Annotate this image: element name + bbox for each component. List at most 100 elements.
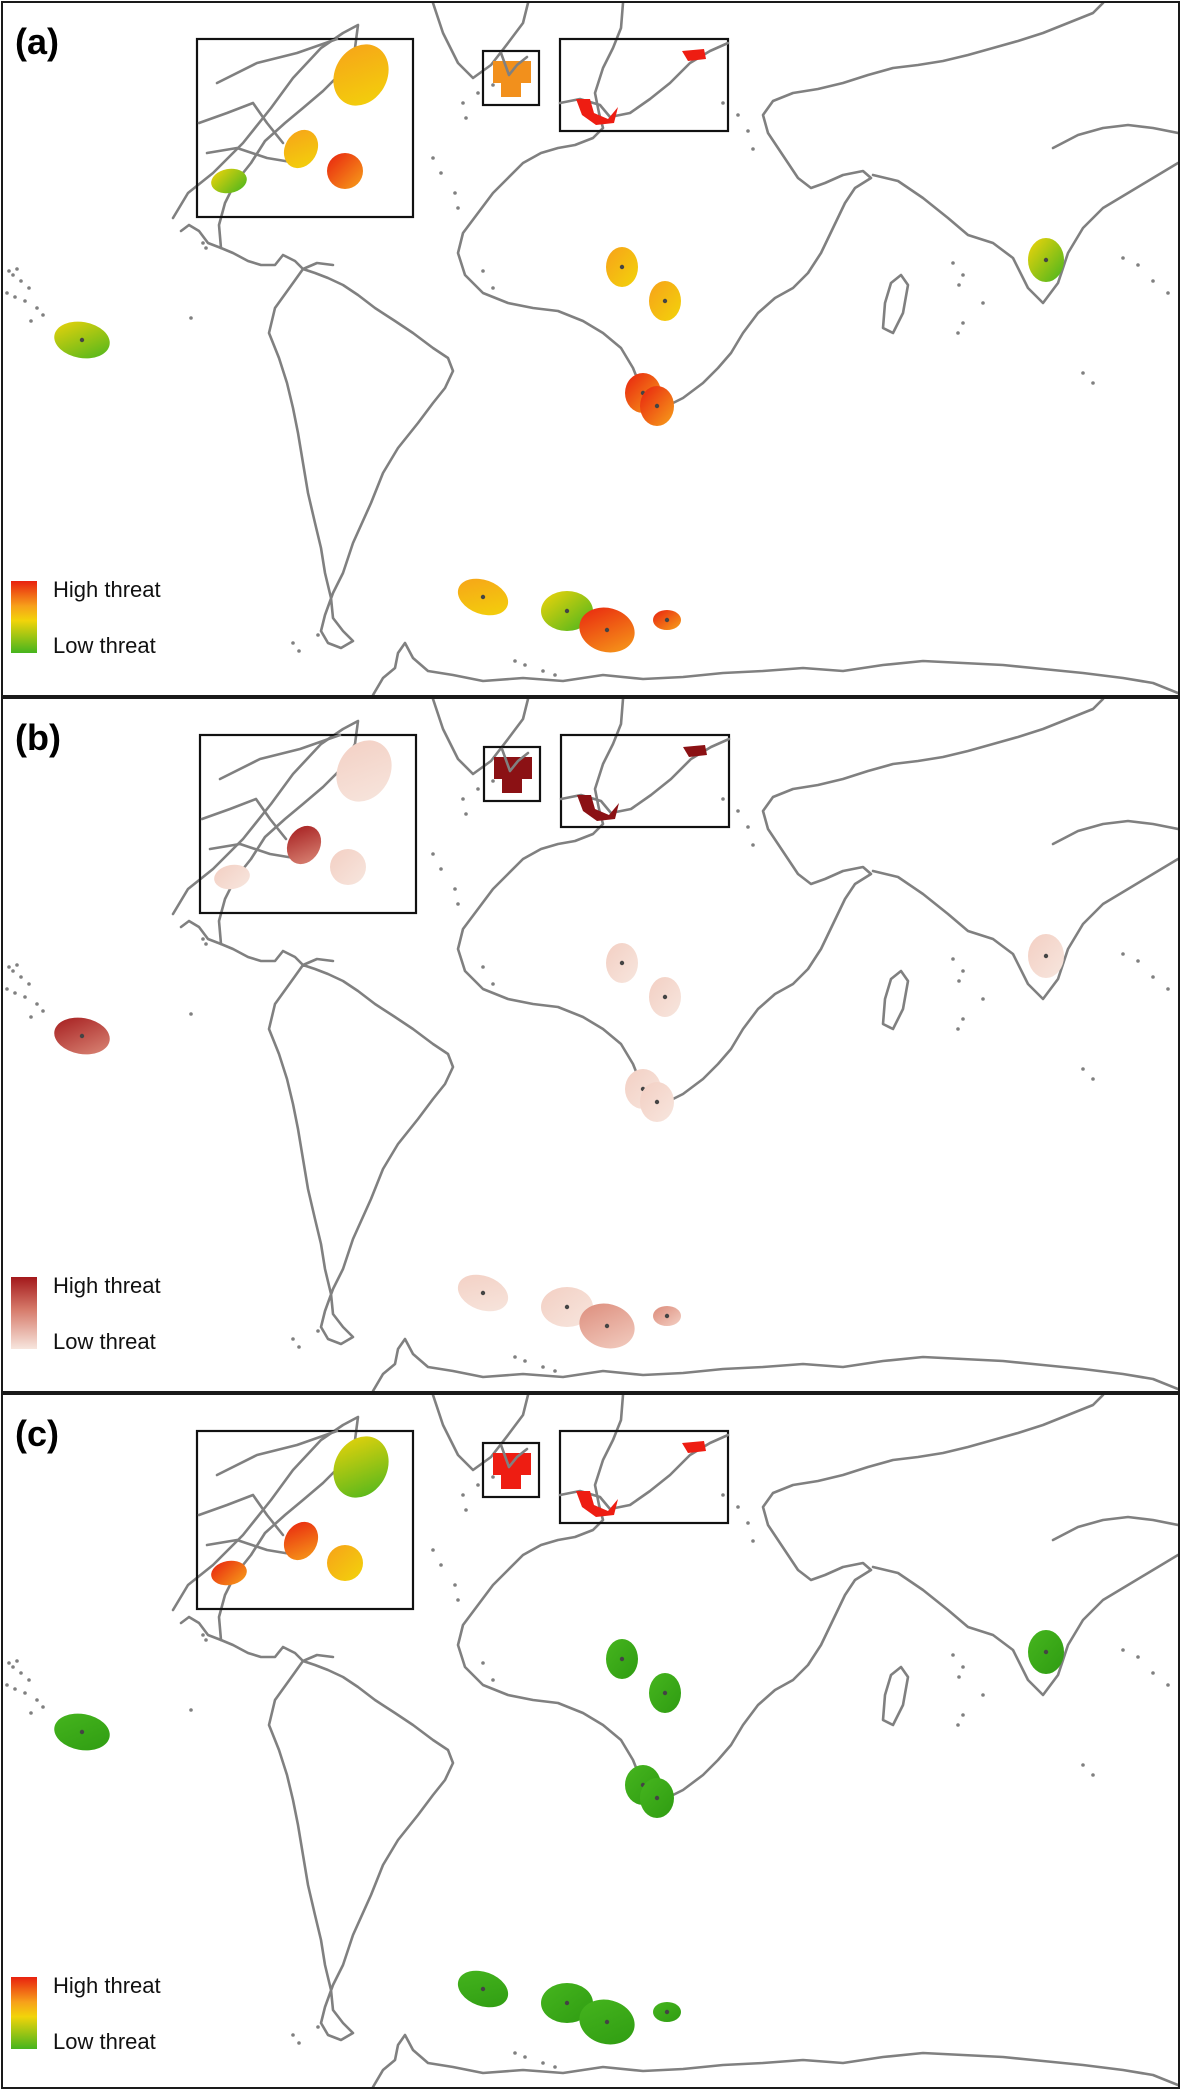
island-dot — [523, 663, 527, 667]
island-dot — [1121, 256, 1125, 260]
island-dot — [721, 101, 725, 105]
island-marker — [664, 2009, 670, 2015]
threat-area — [457, 1274, 509, 1312]
island-dot — [297, 2041, 301, 2045]
island-dot — [1081, 1067, 1085, 1071]
island-marker — [654, 1099, 660, 1105]
north-america-coast — [171, 1415, 360, 1642]
threat-area — [1028, 1630, 1064, 1674]
island-dot — [7, 1661, 11, 1665]
island-marker — [1043, 953, 1049, 959]
island-dot — [456, 1598, 460, 1602]
island-dot — [35, 1698, 39, 1702]
island-dot — [491, 779, 495, 783]
island-dot — [5, 1683, 9, 1687]
island-marker — [662, 1690, 668, 1696]
antarctica-coast — [371, 641, 1178, 695]
central-america-coast — [219, 246, 335, 271]
island-dot — [23, 299, 27, 303]
island-dot — [746, 129, 750, 133]
island-dot — [1121, 1648, 1125, 1652]
island-dot — [19, 1671, 23, 1675]
island-dot — [13, 991, 17, 995]
island-dot — [297, 649, 301, 653]
island-dot — [189, 316, 193, 320]
island-dot — [736, 809, 740, 813]
threat-area — [649, 1673, 681, 1713]
island-dot — [513, 659, 517, 663]
strait-area — [481, 1441, 541, 1499]
madagascar-coast — [881, 1665, 910, 1727]
inset-coastline — [197, 1429, 339, 1557]
strait-area — [482, 745, 542, 803]
island-dot — [439, 867, 443, 871]
strait-threat-area — [493, 61, 531, 97]
panel-label-a: (a) — [15, 21, 59, 62]
strait-threat-area — [494, 757, 532, 793]
mediterranean-threat-area — [576, 99, 618, 125]
island-dot — [481, 1661, 485, 1665]
threat-area — [640, 1778, 674, 1818]
island-dot — [981, 301, 985, 305]
legend-gradient-bar — [11, 581, 37, 653]
legend-high-label: High threat — [53, 1273, 161, 1298]
island-dot — [736, 1505, 740, 1509]
threat-area — [541, 591, 593, 631]
island-marker — [564, 1304, 570, 1310]
island-marker — [619, 960, 625, 966]
inset-threat-area — [283, 1521, 319, 1561]
coastline-group — [171, 699, 1178, 1391]
island-dot — [523, 1359, 527, 1363]
island-dot — [961, 969, 965, 973]
island-marker — [480, 1290, 486, 1296]
island-dot — [19, 279, 23, 283]
island-dot — [961, 273, 965, 277]
island-dot — [439, 1563, 443, 1567]
legend-low-label: Low threat — [53, 2029, 156, 2054]
island-dot — [491, 1475, 495, 1479]
island-dot — [23, 995, 27, 999]
island-dot — [461, 1493, 465, 1497]
inset-threat-area — [211, 1560, 247, 1586]
inset-threat-area — [214, 864, 250, 890]
strait-threat-area — [493, 1453, 531, 1489]
panel-c: (c) High threat Low threat — [1, 1393, 1180, 2089]
small-inset-frame — [481, 1441, 541, 1499]
inset-threat-area — [211, 168, 247, 194]
island-marker — [79, 1033, 85, 1039]
inset-coastline — [197, 37, 339, 165]
island-dot — [5, 987, 9, 991]
mediterranean-threat-area — [682, 49, 706, 61]
threat-area — [649, 281, 681, 321]
island-dot — [15, 1659, 19, 1663]
island-dot — [35, 1002, 39, 1006]
island-dot — [316, 2025, 320, 2029]
island-dot — [297, 1345, 301, 1349]
island-dot — [1091, 1077, 1095, 1081]
legend-low-label: Low threat — [53, 633, 156, 658]
panel-label-b: (b) — [15, 717, 61, 758]
island-marker — [1043, 257, 1049, 263]
threat-area — [653, 610, 681, 630]
madagascar-coast — [881, 273, 910, 335]
threat-area — [579, 607, 635, 653]
island-dot — [464, 812, 468, 816]
threat-areas — [54, 238, 1064, 653]
central-america-coast — [219, 1638, 335, 1663]
island-dot — [1166, 987, 1170, 991]
inset-coastline — [200, 733, 342, 861]
coastline-group — [171, 1395, 1178, 2087]
island-dot — [464, 116, 468, 120]
island-dot — [961, 1017, 965, 1021]
threat-area — [653, 1306, 681, 1326]
europe-africa-coast — [456, 699, 1105, 1111]
island-dot — [981, 997, 985, 1001]
threat-area — [457, 1970, 509, 2008]
inset-threat-area — [283, 129, 319, 169]
north-america-coast — [171, 23, 360, 250]
antarctica-coast — [371, 1337, 1178, 1391]
inset-frame — [195, 1429, 415, 1611]
threat-area — [54, 321, 110, 359]
island-dot — [291, 2033, 295, 2037]
mediterranean-threat-area — [576, 1491, 618, 1517]
